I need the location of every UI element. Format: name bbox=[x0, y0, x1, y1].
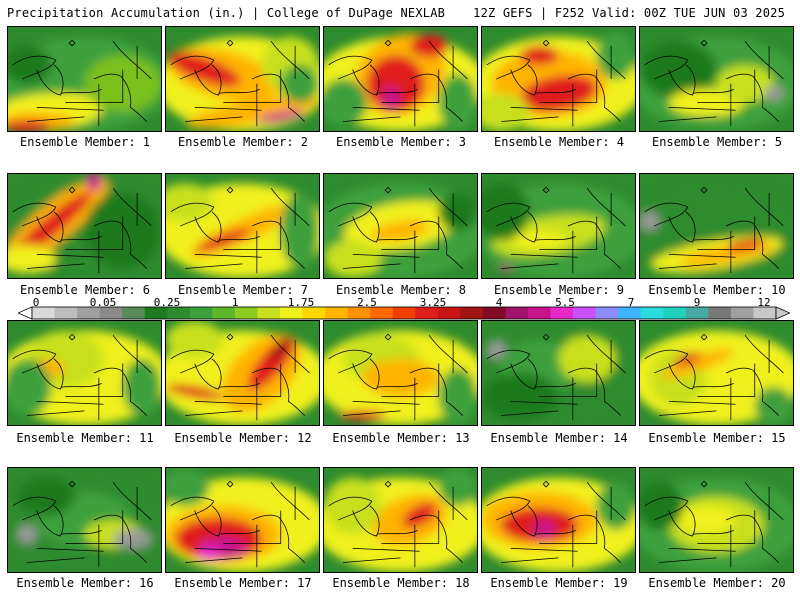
colorbar-swatch bbox=[595, 307, 619, 319]
colorbar-swatch bbox=[730, 307, 754, 319]
colorbar-swatch bbox=[663, 307, 687, 319]
ensemble-member-caption-14: Ensemble Member: 14 bbox=[490, 431, 628, 445]
colorbar-swatch bbox=[685, 307, 709, 319]
ensemble-member-caption-17: Ensemble Member: 17 bbox=[174, 576, 312, 590]
colorbar-swatch bbox=[573, 307, 596, 319]
colorbar-swatch bbox=[234, 307, 258, 319]
colorbar-swatch bbox=[144, 307, 168, 319]
colorbar-swatch bbox=[370, 307, 394, 319]
model-valid-time: 12Z GEFS | F252 Valid: 00Z TUE JUN 03 20… bbox=[473, 6, 785, 20]
colorbar-swatch bbox=[280, 307, 303, 319]
colorbar-swatch bbox=[415, 307, 439, 319]
ensemble-member-caption-4: Ensemble Member: 4 bbox=[493, 135, 625, 149]
ensemble-map-panel-16 bbox=[7, 467, 162, 573]
ensemble-map-panel-19 bbox=[481, 467, 636, 573]
ensemble-map-panel-4 bbox=[481, 26, 636, 132]
colorbar-tick-label: 12 bbox=[757, 296, 771, 309]
ensemble-map-panel-15 bbox=[639, 320, 794, 426]
colorbar-swatch bbox=[640, 307, 664, 319]
ensemble-member-caption-6: Ensemble Member: 6 bbox=[19, 283, 151, 297]
precip-colorbar bbox=[18, 306, 790, 320]
ensemble-member-caption-11: Ensemble Member: 11 bbox=[16, 431, 154, 445]
ensemble-member-caption-7: Ensemble Member: 7 bbox=[177, 283, 309, 297]
ensemble-map-panel-12 bbox=[165, 320, 320, 426]
colorbar-tick-label: 1 bbox=[231, 296, 239, 309]
colorbar-swatch bbox=[54, 307, 78, 319]
ensemble-member-caption-13: Ensemble Member: 13 bbox=[332, 431, 470, 445]
ensemble-member-caption-10: Ensemble Member: 10 bbox=[648, 283, 786, 297]
colorbar-swatch bbox=[167, 307, 191, 319]
ensemble-member-caption-5: Ensemble Member: 5 bbox=[651, 135, 783, 149]
colorbar-swatch bbox=[505, 307, 529, 319]
ensemble-member-caption-1: Ensemble Member: 1 bbox=[19, 135, 151, 149]
ensemble-map-panel-18 bbox=[323, 467, 478, 573]
colorbar-swatch bbox=[325, 307, 348, 319]
colorbar-tick-label: 5.5 bbox=[555, 296, 575, 309]
colorbar-left-arrow bbox=[18, 306, 33, 320]
colorbar-swatch bbox=[550, 307, 574, 319]
colorbar-tick-label: 0.05 bbox=[89, 296, 117, 309]
colorbar-swatch bbox=[392, 307, 416, 319]
ensemble-map-panel-3 bbox=[323, 26, 478, 132]
colorbar-swatch bbox=[482, 307, 506, 319]
colorbar-swatch bbox=[528, 307, 551, 319]
colorbar-right-arrow bbox=[775, 306, 790, 320]
ensemble-map-panel-20 bbox=[639, 467, 794, 573]
ensemble-map-panel-5 bbox=[639, 26, 794, 132]
colorbar-tick-label: 2.5 bbox=[357, 296, 377, 309]
colorbar-tick-label: 4 bbox=[495, 296, 503, 309]
ensemble-member-caption-18: Ensemble Member: 18 bbox=[332, 576, 470, 590]
ensemble-map-panel-7 bbox=[165, 173, 320, 279]
colorbar-swatch bbox=[77, 307, 100, 319]
ensemble-map-panel-13 bbox=[323, 320, 478, 426]
colorbar-swatch bbox=[753, 307, 777, 319]
colorbar-swatch bbox=[212, 307, 236, 319]
colorbar-swatch bbox=[460, 307, 484, 319]
ensemble-map-panel-1 bbox=[7, 26, 162, 132]
colorbar-tick-label: 9 bbox=[693, 296, 701, 309]
ensemble-member-caption-9: Ensemble Member: 9 bbox=[493, 283, 625, 297]
colorbar-tick-label: 1.75 bbox=[287, 296, 315, 309]
ensemble-map-panel-9 bbox=[481, 173, 636, 279]
ensemble-map-panel-11 bbox=[7, 320, 162, 426]
colorbar-swatch bbox=[189, 307, 213, 319]
ensemble-member-caption-12: Ensemble Member: 12 bbox=[174, 431, 312, 445]
colorbar-swatch bbox=[302, 307, 326, 319]
ensemble-map-panel-14 bbox=[481, 320, 636, 426]
ensemble-member-caption-20: Ensemble Member: 20 bbox=[648, 576, 786, 590]
colorbar-swatch bbox=[122, 307, 146, 319]
ensemble-map-panel-8 bbox=[323, 173, 478, 279]
ensemble-member-caption-2: Ensemble Member: 2 bbox=[177, 135, 309, 149]
colorbar-swatch bbox=[257, 307, 281, 319]
colorbar-tick-label: 7 bbox=[627, 296, 635, 309]
colorbar-swatch bbox=[32, 307, 55, 319]
ensemble-map-panel-2 bbox=[165, 26, 320, 132]
ensemble-map-panel-10 bbox=[639, 173, 794, 279]
ensemble-map-panel-17 bbox=[165, 467, 320, 573]
colorbar-swatch bbox=[99, 307, 123, 319]
ensemble-member-caption-16: Ensemble Member: 16 bbox=[16, 576, 154, 590]
colorbar-swatch bbox=[708, 307, 732, 319]
colorbar-tick-label: 0.25 bbox=[153, 296, 181, 309]
colorbar-swatch bbox=[618, 307, 642, 319]
ensemble-member-caption-15: Ensemble Member: 15 bbox=[648, 431, 786, 445]
colorbar-tick-label: 3.25 bbox=[419, 296, 447, 309]
colorbar-tick-label: 0 bbox=[32, 296, 40, 309]
ensemble-map-panel-6 bbox=[7, 173, 162, 279]
ensemble-member-caption-3: Ensemble Member: 3 bbox=[335, 135, 467, 149]
colorbar-swatch bbox=[347, 307, 371, 319]
ensemble-member-caption-8: Ensemble Member: 8 bbox=[335, 283, 467, 297]
ensemble-member-caption-19: Ensemble Member: 19 bbox=[490, 576, 628, 590]
colorbar-swatch bbox=[437, 307, 461, 319]
map-title: Precipitation Accumulation (in.) | Colle… bbox=[7, 6, 446, 20]
